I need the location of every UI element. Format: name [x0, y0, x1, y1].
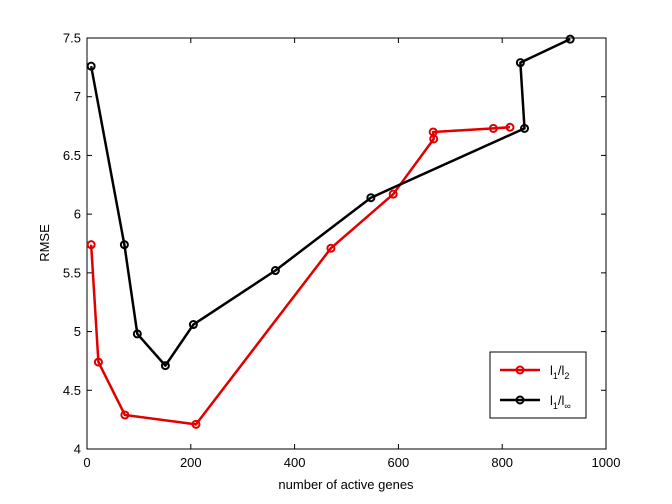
y-tick-label: 7.5 [63, 31, 81, 46]
x-tick-label: 600 [388, 455, 410, 470]
y-axis-label: RMSE [37, 224, 52, 262]
series-2-point [270, 266, 280, 276]
y-tick-label: 5 [74, 324, 81, 339]
series-2-point [86, 61, 96, 71]
y-tick-label: 5.5 [63, 265, 81, 280]
x-axis-ticks: 0 200 400 600 800 1000 [83, 38, 620, 470]
y-tick-label: 6.5 [63, 148, 81, 163]
legend-swatch-marker-1 [515, 365, 525, 375]
legend-entry-2: l1/l∞ [550, 393, 571, 411]
x-tick-label: 200 [180, 455, 202, 470]
y-tick-label: 4 [74, 442, 81, 457]
series-layer [86, 34, 575, 429]
series-1-point [488, 123, 498, 133]
y-tick-label: 4.5 [63, 383, 81, 398]
series-1-point [86, 240, 96, 250]
x-axis-label: number of active genes [278, 477, 414, 492]
legend-box [489, 351, 587, 419]
series-line-1 [89, 125, 511, 426]
x-tick-label: 400 [284, 455, 306, 470]
x-tick-label: 0 [83, 455, 90, 470]
series-1-point [505, 122, 515, 132]
series-2-point [160, 361, 170, 371]
series-1-point [388, 189, 398, 199]
series-2-point [565, 34, 575, 44]
legend: l1/l2 l1/l∞ [489, 351, 587, 419]
series-2-point [132, 329, 142, 339]
y-tick-label: 6 [74, 207, 81, 222]
y-axis-ticks: 4 4.5 5 5.5 6 6.5 7 7.5 [63, 31, 606, 457]
series-1-point [428, 127, 438, 137]
legend-swatch-marker-2 [515, 395, 525, 405]
y-tick-label: 7 [74, 89, 81, 104]
x-tick-label: 800 [491, 455, 513, 470]
series-line-2 [89, 38, 571, 367]
series-1-point [191, 419, 201, 429]
series-2-point [520, 123, 530, 133]
legend-entry-1: l1/l2 [550, 363, 569, 381]
series-2-point [515, 58, 525, 68]
series-2-point [188, 320, 198, 330]
series-1-point [326, 243, 336, 253]
series-2-point [366, 193, 376, 203]
series-2-point [119, 240, 129, 250]
series-1-point [93, 357, 103, 367]
series-1-point [120, 410, 130, 420]
x-tick-label: 1000 [592, 455, 621, 470]
